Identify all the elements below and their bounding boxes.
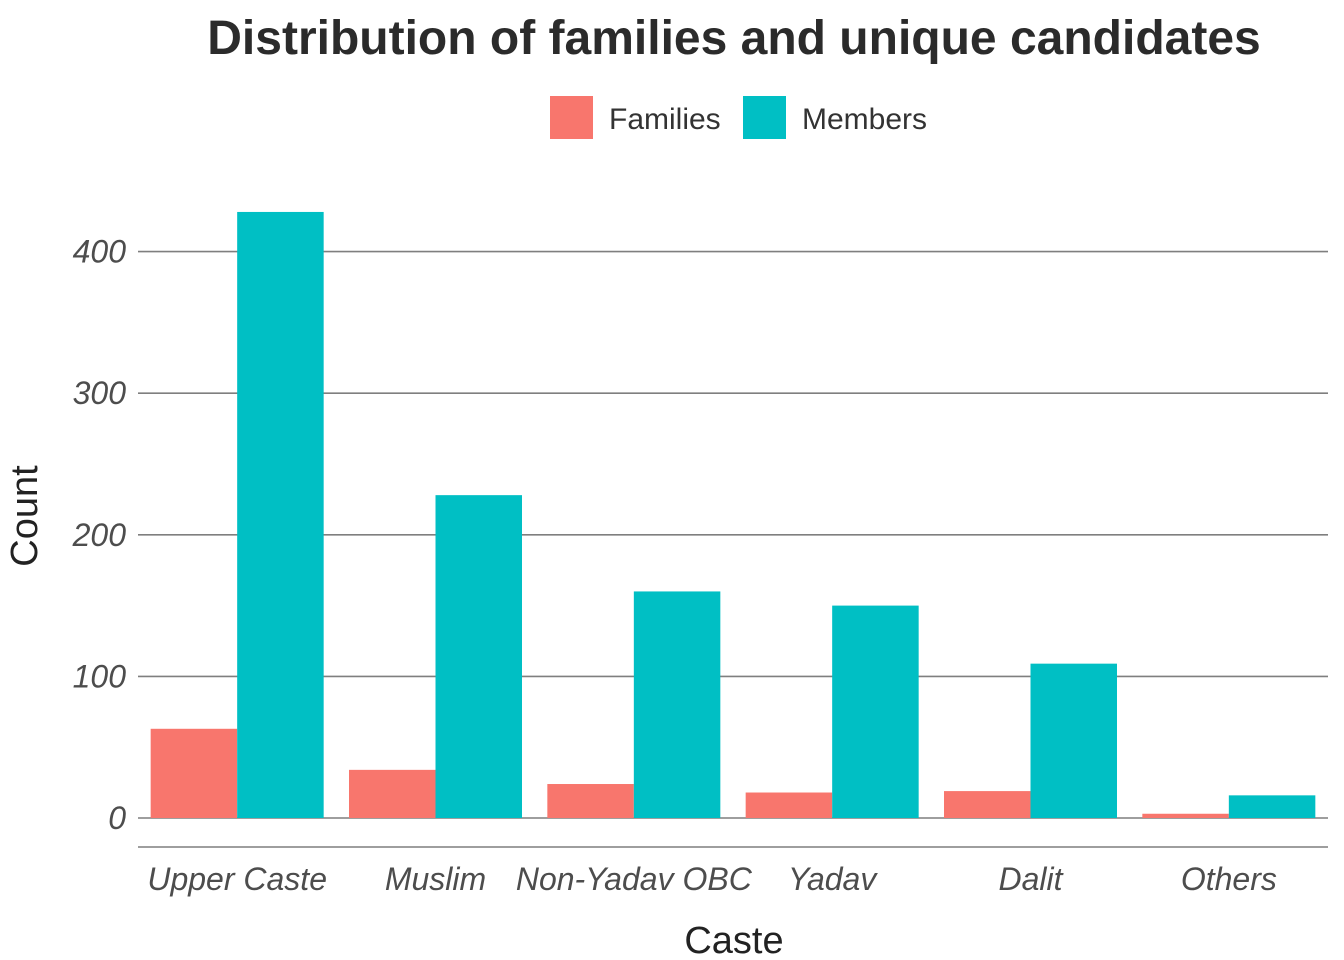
legend-swatch-families — [550, 96, 593, 139]
bar-members-4 — [1030, 663, 1117, 818]
x-tick-label: Non-Yadav OBC — [516, 861, 753, 897]
legend-label-families: Families — [609, 103, 721, 136]
y-tick-label: 0 — [108, 800, 126, 836]
legend: Families Members — [550, 96, 927, 139]
y-tick-label: 100 — [73, 658, 127, 694]
bar-families-0 — [150, 728, 238, 818]
bar-families-2 — [547, 784, 634, 818]
x-tick-label: Dalit — [998, 861, 1063, 897]
x-tick-label: Muslim — [385, 861, 486, 897]
y-axis-ticks: 0 100 200 300 400 — [72, 234, 127, 836]
x-tick-label: Others — [1181, 861, 1277, 897]
x-axis-title: Caste — [684, 920, 783, 960]
legend-label-members: Members — [802, 103, 927, 136]
y-tick-label: 300 — [73, 375, 127, 411]
x-tick-label: Upper Caste — [147, 861, 327, 897]
bar-members-5 — [1228, 795, 1316, 818]
bar-members-0 — [237, 211, 324, 818]
bar-members-2 — [633, 591, 721, 818]
bar-members-1 — [435, 495, 522, 818]
bars — [150, 211, 1316, 818]
y-axis-title: Count — [4, 465, 46, 567]
bar-families-5 — [1142, 813, 1229, 818]
bar-families-1 — [349, 769, 436, 818]
x-axis-ticks: Upper Caste Muslim Non-Yadav OBC Yadav Dalit… — [147, 861, 1277, 897]
x-tick-label: Yadav — [788, 861, 878, 897]
legend-swatch-members — [743, 96, 786, 139]
gridlines — [138, 250, 1328, 819]
y-tick-label: 200 — [72, 517, 127, 553]
y-tick-label: 400 — [73, 234, 127, 270]
bar-families-4 — [944, 791, 1031, 818]
bar-families-3 — [745, 792, 833, 818]
chart-title: Distribution of families and unique cand… — [207, 12, 1260, 65]
bar-members-3 — [832, 605, 919, 818]
